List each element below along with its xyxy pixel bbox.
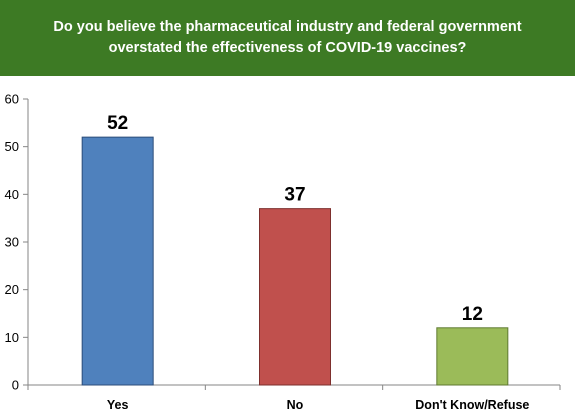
data-label: 52 (107, 113, 128, 134)
y-tick-label: 0 (12, 378, 19, 393)
bar-yes (81, 136, 154, 386)
question-header: Do you believe the pharmaceutical indust… (0, 0, 575, 76)
y-tick-label: 60 (5, 92, 19, 107)
data-label: 12 (462, 304, 483, 325)
y-tick-label: 20 (5, 282, 19, 297)
category-label: No (287, 398, 304, 412)
data-label: 37 (284, 185, 305, 206)
y-tick-label: 40 (5, 187, 19, 202)
question-title: Do you believe the pharmaceutical indust… (53, 19, 522, 56)
category-label: Don't Know/Refuse (415, 398, 529, 412)
y-tick-label: 30 (5, 235, 19, 250)
y-tick-label: 10 (5, 330, 19, 345)
bar-don-t-know-refuse (436, 327, 509, 386)
bar-no (259, 208, 331, 386)
y-tick-label: 50 (5, 139, 19, 154)
category-label: Yes (107, 398, 129, 412)
